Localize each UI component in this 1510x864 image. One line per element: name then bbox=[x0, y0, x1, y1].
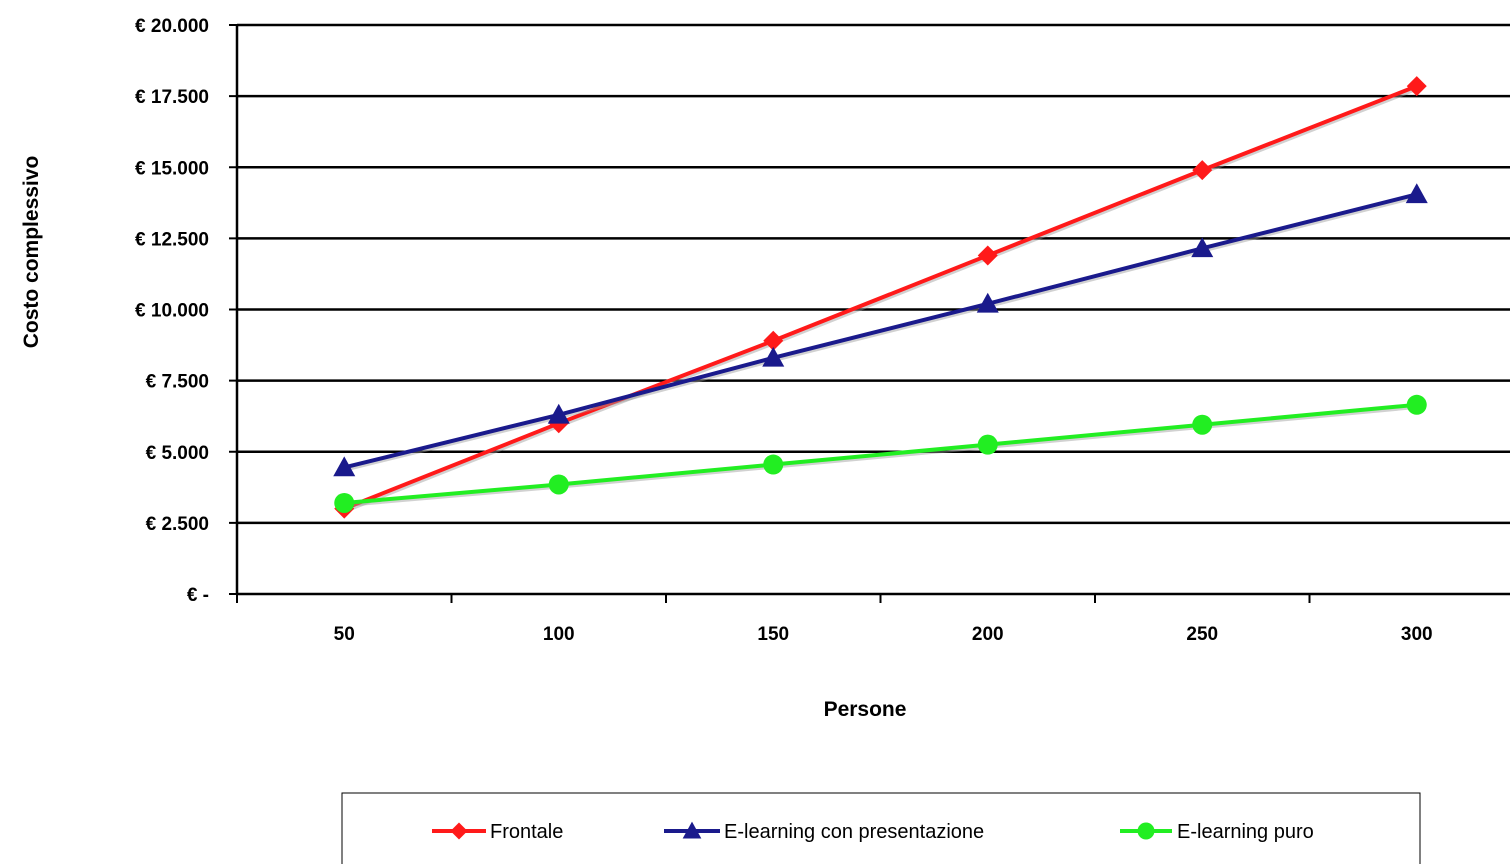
y-tick-labels: € - € 2.500 € 5.000 € 7.500 € 10.000 € 12.500… bbox=[135, 16, 209, 606]
x-axis-title: Persone bbox=[824, 698, 907, 721]
y-tick-label: € 17.500 bbox=[135, 87, 209, 108]
y-tick-label: € 15.000 bbox=[135, 158, 209, 179]
series-line bbox=[343, 84, 1418, 511]
data-point-circle bbox=[548, 474, 569, 495]
y-axis-title: Costo complessivo bbox=[20, 156, 43, 349]
legend-label: Frontale bbox=[490, 821, 563, 843]
legend-label: E-learning puro bbox=[1177, 821, 1314, 843]
x-tick-label: 250 bbox=[1186, 624, 1218, 645]
data-point-diamond bbox=[1406, 76, 1427, 97]
data-point-triangle bbox=[1191, 237, 1214, 258]
x-tick-label: 100 bbox=[543, 624, 575, 645]
data-point-triangle bbox=[547, 403, 570, 424]
legend-marker-circle bbox=[1137, 822, 1155, 840]
series-line bbox=[344, 402, 1417, 505]
data-point-circle bbox=[1192, 414, 1213, 435]
x-tick-labels: 50 100 150 200 250 300 bbox=[334, 624, 1433, 645]
y-tick-label: € 20.000 bbox=[135, 16, 209, 37]
y-tick-label: € 10.000 bbox=[135, 301, 209, 322]
gridlines bbox=[237, 23, 1510, 525]
series-line-shadow bbox=[345, 404, 1419, 507]
series-3 bbox=[334, 394, 1427, 513]
axes bbox=[229, 24, 1510, 603]
legend-item: E-learning con presentazione bbox=[664, 821, 984, 843]
series bbox=[333, 76, 1428, 519]
y-tick-label: € 7.500 bbox=[146, 372, 209, 393]
data-point-triangle bbox=[762, 346, 785, 367]
data-point-triangle bbox=[333, 456, 356, 477]
legend-marker-triangle bbox=[682, 821, 702, 839]
data-point-diamond bbox=[763, 330, 784, 351]
data-point-diamond bbox=[977, 245, 998, 266]
series-line-shadow bbox=[345, 194, 1419, 472]
data-point-circle bbox=[977, 434, 998, 455]
data-point-circle bbox=[334, 492, 355, 513]
x-tick-label: 200 bbox=[972, 624, 1004, 645]
data-point-diamond bbox=[1192, 160, 1213, 181]
data-point-triangle bbox=[976, 292, 999, 313]
data-point-circle bbox=[763, 454, 784, 475]
legend-label: E-learning con presentazione bbox=[724, 821, 984, 843]
legend-box bbox=[341, 792, 1421, 864]
legend-item: Frontale bbox=[432, 821, 563, 843]
series-2 bbox=[333, 183, 1428, 477]
series-line-shadow bbox=[345, 86, 1419, 513]
data-point-triangle bbox=[1405, 183, 1428, 204]
y-tick-label: € - bbox=[187, 585, 209, 606]
legend: Frontale E-learning con presentazione E-le… bbox=[341, 792, 1421, 864]
x-tick-label: 300 bbox=[1401, 624, 1433, 645]
y-tick-label: € 2.500 bbox=[146, 514, 209, 535]
y-tick-label: € 12.500 bbox=[135, 229, 209, 250]
x-tick-label: 50 bbox=[334, 624, 355, 645]
legend-item: E-learning puro bbox=[1120, 821, 1314, 843]
y-tick-label: € 5.000 bbox=[146, 443, 209, 464]
series-line bbox=[343, 192, 1418, 470]
data-point-circle bbox=[1406, 394, 1427, 415]
x-tick-label: 150 bbox=[757, 624, 789, 645]
legend-marker-diamond bbox=[450, 822, 468, 840]
